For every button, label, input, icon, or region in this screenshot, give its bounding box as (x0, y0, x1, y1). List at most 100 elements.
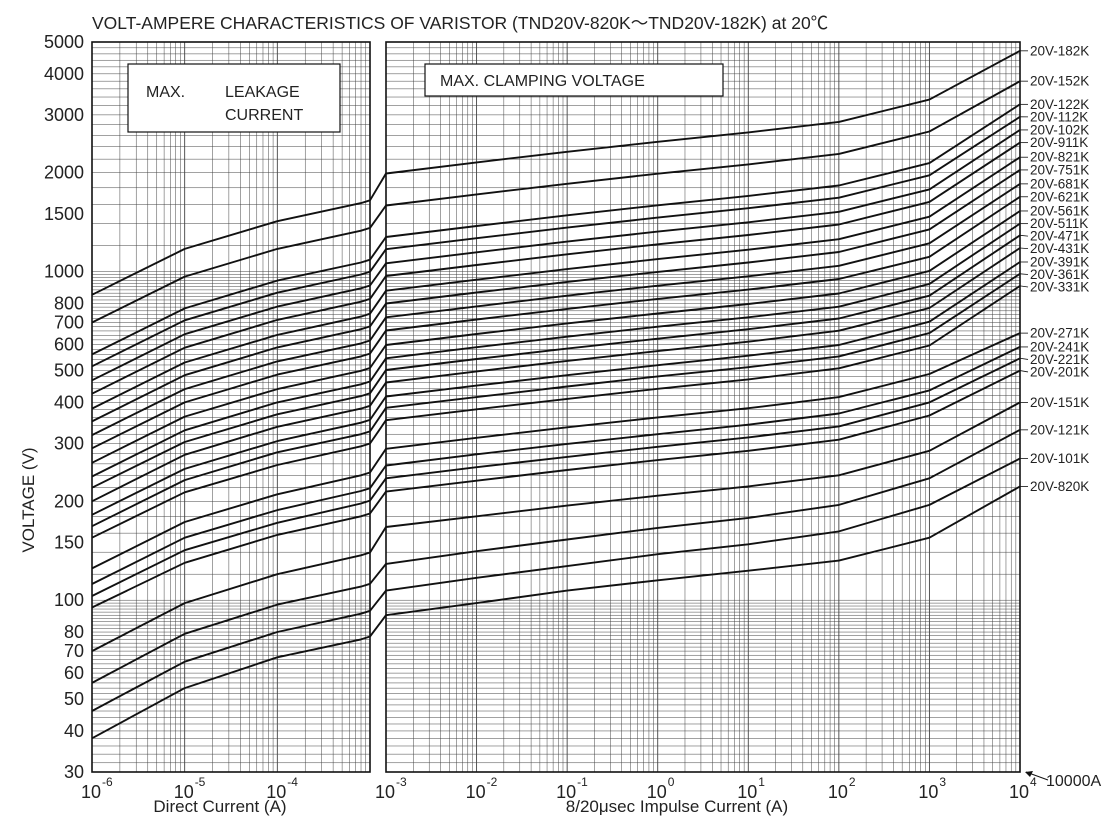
leakage-label-current: CURRENT (225, 107, 303, 124)
series-line-20v-152k (91, 80, 1021, 324)
leakage-label-box: MAX. LEAKAGE CURRENT (127, 63, 341, 133)
series-label-leader (1019, 247, 1029, 250)
series-label-20v-221k: 20V-221K (1030, 352, 1089, 367)
y-tick-label: 800 (54, 294, 84, 314)
y-tick-label: 5000 (44, 32, 84, 52)
x-tick-exponent-right: 1 (758, 775, 765, 789)
y-tick-label: 1000 (44, 262, 84, 282)
series-label-20v-121k: 20V-121K (1030, 422, 1089, 437)
x-tick-base-right: 10 (918, 782, 938, 802)
x-tick-base-left: 10 (174, 782, 194, 802)
series-label-20v-471k: 20V-471K (1030, 229, 1089, 244)
annotation-10000a-text: 10000A (1046, 773, 1101, 790)
right-panel-frame (385, 41, 1021, 773)
x-tick-base-right: 10 (1009, 782, 1029, 802)
x-tick-exponent-left: -6 (102, 775, 113, 789)
series-label-20v-152k: 20V-152K (1030, 74, 1089, 89)
series-label-20v-101k: 20V-101K (1030, 451, 1089, 466)
series-label-20v-201k: 20V-201K (1030, 364, 1089, 379)
series-line-20v-271k (91, 332, 1021, 570)
y-tick-label: 60 (64, 663, 84, 683)
series-label-20v-112k: 20V-112K (1030, 109, 1088, 124)
x-tick-exponent-right: 4 (1030, 775, 1037, 789)
series-label-20v-511k: 20V-511K (1030, 216, 1088, 231)
series-label-20v-621k: 20V-621K (1030, 189, 1089, 204)
x-tick-exponent-right: -3 (396, 775, 407, 789)
x-tick-base-right: 10 (737, 782, 757, 802)
series-label-20v-911k: 20V-911K (1030, 135, 1088, 150)
x-axis-label-right: 8/20μsec Impulse Current (A) (566, 797, 788, 816)
series-label-20v-182k: 20V-182K (1030, 43, 1089, 58)
series-line-20v-121k (91, 428, 1021, 684)
series-label-20v-271k: 20V-271K (1030, 326, 1089, 341)
y-tick-label: 100 (54, 590, 84, 610)
x-tick-base-left: 10 (266, 782, 286, 802)
leakage-label-max: MAX. (146, 84, 185, 101)
series-label-20v-122k: 20V-122K (1030, 97, 1089, 112)
y-tick-label: 40 (64, 721, 84, 741)
series-label-20v-361k: 20V-361K (1030, 267, 1089, 282)
series-label-leader (1019, 273, 1029, 275)
y-tick-label: 4000 (44, 64, 84, 84)
y-tick-label: 400 (54, 392, 84, 412)
left-panel-frame (91, 41, 371, 773)
y-tick-label: 150 (54, 532, 84, 552)
series-label-20v-681k: 20V-681K (1030, 176, 1089, 191)
x-tick-base-right: 10 (466, 782, 486, 802)
series-labels: 20V-182K 20V-152K 20V-122K20V-112K20V-102K… (1019, 43, 1089, 494)
y-tick-label: 2000 (44, 163, 84, 183)
series-line-20v-561k (91, 210, 1021, 464)
series-label-20v-751k: 20V-751K (1030, 162, 1089, 177)
x-tick-base-right: 10 (556, 782, 576, 802)
series-line-20v-821k (91, 156, 1021, 410)
chart-title: VOLT-AMPERE CHARACTERISTICS OF VARISTOR … (92, 13, 828, 33)
series-label-20v-331k: 20V-331K (1030, 280, 1089, 295)
y-tick-label: 300 (54, 433, 84, 453)
y-tick-label: 600 (54, 335, 84, 355)
series-line-20v-102k (91, 129, 1021, 382)
x-axis-label-left: Direct Current (A) (153, 797, 286, 816)
y-tick-label: 30 (64, 762, 84, 782)
y-tick-label: 700 (54, 313, 84, 333)
series-label-leader (1019, 234, 1029, 237)
series-line-20v-471k (91, 234, 1021, 489)
x-axis-ticks: 10 -6 10 -5 10 -4 10 -3 10 -2 10 -1 10 0 10 1 10 2 10 3 10 4 (81, 775, 1037, 802)
series-line-20v-101k (91, 457, 1021, 712)
series-line-20v-361k (91, 273, 1021, 528)
series-line-20v-391k (91, 261, 1021, 516)
x-tick-base-right: 10 (375, 782, 395, 802)
series-line-20v-331k (91, 285, 1021, 539)
x-tick-base-right: 10 (828, 782, 848, 802)
y-tick-label: 50 (64, 689, 84, 709)
series-line-20v-511k (91, 222, 1021, 478)
x-tick-exponent-right: 2 (849, 775, 856, 789)
series-line-20v-751k (91, 169, 1021, 423)
y-tick-label: 3000 (44, 105, 84, 125)
series-label-leader (1019, 370, 1029, 373)
x-tick-exponent-left: -4 (287, 775, 298, 789)
leakage-label-leakage: LEAKAGE (225, 84, 300, 101)
x-tick-base-left: 10 (81, 782, 101, 802)
series-line-20v-911k (91, 141, 1021, 395)
y-tick-label: 200 (54, 491, 84, 511)
y-axis-label: VOLTAGE (V) (19, 447, 38, 552)
clamping-label-box: MAX. CLAMPING VOLTAGE (424, 63, 724, 97)
series-line-20v-182k (91, 49, 1021, 296)
series-label-leader (1019, 285, 1029, 288)
series-line-20v-112k (91, 116, 1021, 368)
clamping-label-text: MAX. CLAMPING VOLTAGE (440, 73, 645, 90)
series-label-20v-431k: 20V-431K (1030, 241, 1089, 256)
series-label-20v-821k: 20V-821K (1030, 150, 1089, 165)
x-tick-exponent-right: 0 (668, 775, 675, 789)
series-label-20v-391k: 20V-391K (1030, 255, 1089, 270)
series-label-20v-241k: 20V-241K (1030, 339, 1089, 354)
series-line-20v-621k (91, 196, 1021, 450)
x-tick-base-right: 10 (647, 782, 667, 802)
series-label-20v-820k: 20V-820K (1030, 479, 1089, 494)
x-tick-exponent-left: -5 (195, 775, 206, 789)
annotation-10000a: 10000A (1025, 771, 1101, 790)
y-tick-label: 70 (64, 641, 84, 661)
series-line-20v-241k (91, 346, 1021, 585)
